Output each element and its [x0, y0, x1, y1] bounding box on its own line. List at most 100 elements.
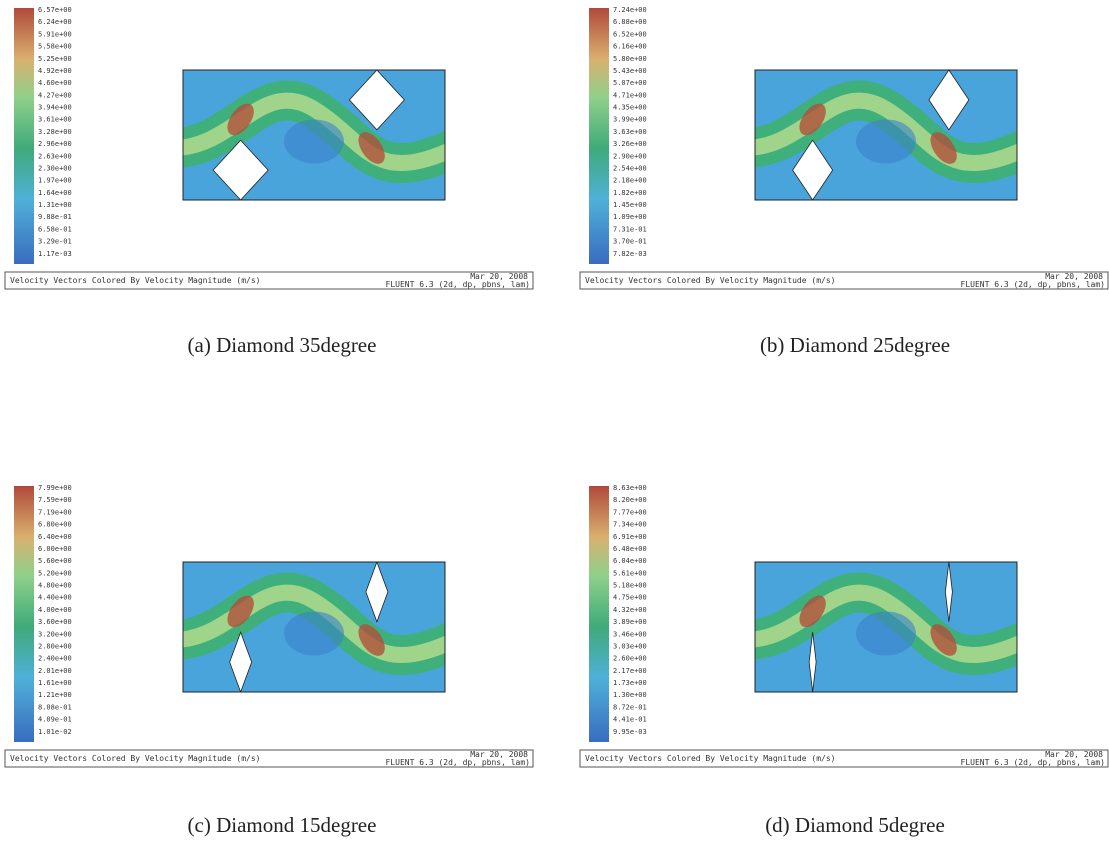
vortex	[856, 611, 916, 656]
footer-date: Mar 20, 2008	[1045, 272, 1103, 281]
flow-field	[755, 562, 1017, 692]
domain-border	[182, 69, 446, 201]
colorbar-label: 6.16e+00	[613, 43, 647, 51]
domain-border	[754, 69, 1018, 201]
colorbar-label: 7.82e-03	[613, 250, 647, 258]
diamond	[808, 632, 817, 692]
colorbar-label: 5.60e+00	[38, 557, 72, 565]
colorbar-label: 4.41e-01	[613, 716, 647, 724]
caption: (a) Diamond 35degree	[188, 333, 377, 357]
panel: 6.57e+00 6.24e+00 5.91e+00 5.58e+00 5.25e+00…	[4, 6, 534, 357]
colorbar-label: 5.20e+00	[38, 569, 72, 577]
colorbar-label: 5.18e+00	[613, 582, 647, 590]
footer-description: Velocity Vectors Colored By Velocity Mag…	[585, 276, 835, 285]
footer-solver: FLUENT 6.3 (2d, dp, pbns, lam)	[386, 280, 531, 289]
colorbar-label: 1.97e+00	[38, 177, 72, 185]
colorbar-label: 3.26e+00	[613, 140, 647, 148]
colorbar-label: 7.77e+00	[613, 508, 647, 516]
colorbar-label: 4.32e+00	[613, 606, 647, 614]
diamond	[365, 562, 389, 623]
footer-date: Mar 20, 2008	[1045, 750, 1103, 759]
colorbar-label: 3.70e-01	[613, 238, 647, 246]
high-velocity	[227, 595, 254, 628]
colorbar-label: 4.27e+00	[38, 91, 72, 99]
colorbar-label: 1.73e+00	[613, 679, 647, 687]
colorbar-label: 6.57e+00	[38, 6, 72, 14]
colorbar-label: 2.30e+00	[38, 164, 72, 172]
colorbar-label: 5.91e+00	[38, 30, 72, 38]
colorbar-label: 1.82e+00	[613, 189, 647, 197]
flow-field	[183, 562, 445, 692]
footer-description: Velocity Vectors Colored By Velocity Mag…	[10, 276, 260, 285]
vortex	[284, 119, 344, 164]
colorbar	[14, 486, 34, 742]
high-velocity	[930, 132, 957, 164]
caption: (d) Diamond 5degree	[765, 813, 945, 837]
panel: 7.24e+00 6.88e+00 6.52e+00 6.16e+00 5.80e+00…	[579, 6, 1109, 357]
colorbar-label: 1.31e+00	[38, 201, 72, 209]
colorbar-label: 8.20e+00	[613, 496, 647, 504]
flow-field	[183, 70, 445, 200]
colorbar-label: 4.00e+00	[38, 606, 72, 614]
colorbar-label: 5.43e+00	[613, 67, 647, 75]
flow-core	[183, 584, 445, 664]
colorbar-label: 4.09e-01	[38, 716, 72, 724]
colorbar-label: 6.48e+00	[613, 545, 647, 553]
colorbar-label: 5.07e+00	[613, 79, 647, 87]
colorbar-label: 1.30e+00	[613, 691, 647, 699]
colorbar-label: 1.01e-02	[38, 728, 72, 736]
colorbar-label: 3.20e+00	[38, 630, 72, 638]
domain-border	[754, 561, 1018, 693]
colorbar-label: 3.63e+00	[613, 128, 647, 136]
footer-box	[579, 271, 1109, 290]
colorbar-label: 1.21e+00	[38, 691, 72, 699]
colorbar-label: 2.80e+00	[38, 642, 72, 650]
colorbar-label: 7.19e+00	[38, 508, 72, 516]
footer-description: Velocity Vectors Colored By Velocity Mag…	[10, 754, 260, 763]
colorbar-label: 6.91e+00	[613, 533, 647, 541]
high-velocity	[227, 103, 254, 136]
colorbar-label: 3.29e-01	[38, 238, 72, 246]
colorbar-label: 9.88e-01	[38, 213, 72, 221]
colorbar-label: 6.00e+00	[38, 545, 72, 553]
colorbar-label: 3.94e+00	[38, 104, 72, 112]
colorbar-label: 4.80e+00	[38, 582, 72, 590]
colorbar-label: 4.35e+00	[613, 104, 647, 112]
colorbar-label: 2.18e+00	[613, 177, 647, 185]
colorbar-label: 5.58e+00	[38, 43, 72, 51]
footer-solver: FLUENT 6.3 (2d, dp, pbns, lam)	[386, 758, 531, 767]
panel: 7.99e+00 7.59e+00 7.19e+00 6.80e+00 6.40e+00…	[4, 484, 534, 837]
colorbar-label: 5.25e+00	[38, 55, 72, 63]
colorbar-label: 3.61e+00	[38, 116, 72, 124]
colorbar-label: 3.28e+00	[38, 128, 72, 136]
diamond	[212, 139, 269, 200]
high-velocity	[358, 132, 385, 164]
colorbar-label: 6.88e+00	[613, 18, 647, 26]
colorbar-label: 7.31e-01	[613, 225, 647, 233]
colorbar-label: 8.63e+00	[613, 484, 647, 492]
colorbar-label: 7.59e+00	[38, 496, 72, 504]
colorbar-label: 1.61e+00	[38, 679, 72, 687]
footer-solver: FLUENT 6.3 (2d, dp, pbns, lam)	[961, 758, 1106, 767]
colorbar-label: 2.63e+00	[38, 152, 72, 160]
colorbar-label: 6.04e+00	[613, 557, 647, 565]
colorbar-label: 2.17e+00	[613, 667, 647, 675]
colorbar-label: 6.58e-01	[38, 225, 72, 233]
footer-date: Mar 20, 2008	[470, 272, 528, 281]
colorbar-label: 2.54e+00	[613, 164, 647, 172]
diamond	[792, 139, 834, 200]
footer-box	[4, 271, 534, 290]
flow-core	[183, 92, 445, 172]
diamond	[348, 70, 405, 131]
colorbar-label: 5.61e+00	[613, 569, 647, 577]
high-velocity	[930, 624, 957, 656]
colorbar-label: 4.75e+00	[613, 594, 647, 602]
flow-core	[755, 92, 1017, 172]
colorbar-label: 1.64e+00	[38, 189, 72, 197]
colorbar-label: 7.34e+00	[613, 521, 647, 529]
high-velocity	[799, 103, 826, 136]
diamond	[928, 70, 970, 131]
colorbar-label: 2.40e+00	[38, 655, 72, 663]
colorbar	[589, 8, 609, 264]
colorbar-label: 7.99e+00	[38, 484, 72, 492]
